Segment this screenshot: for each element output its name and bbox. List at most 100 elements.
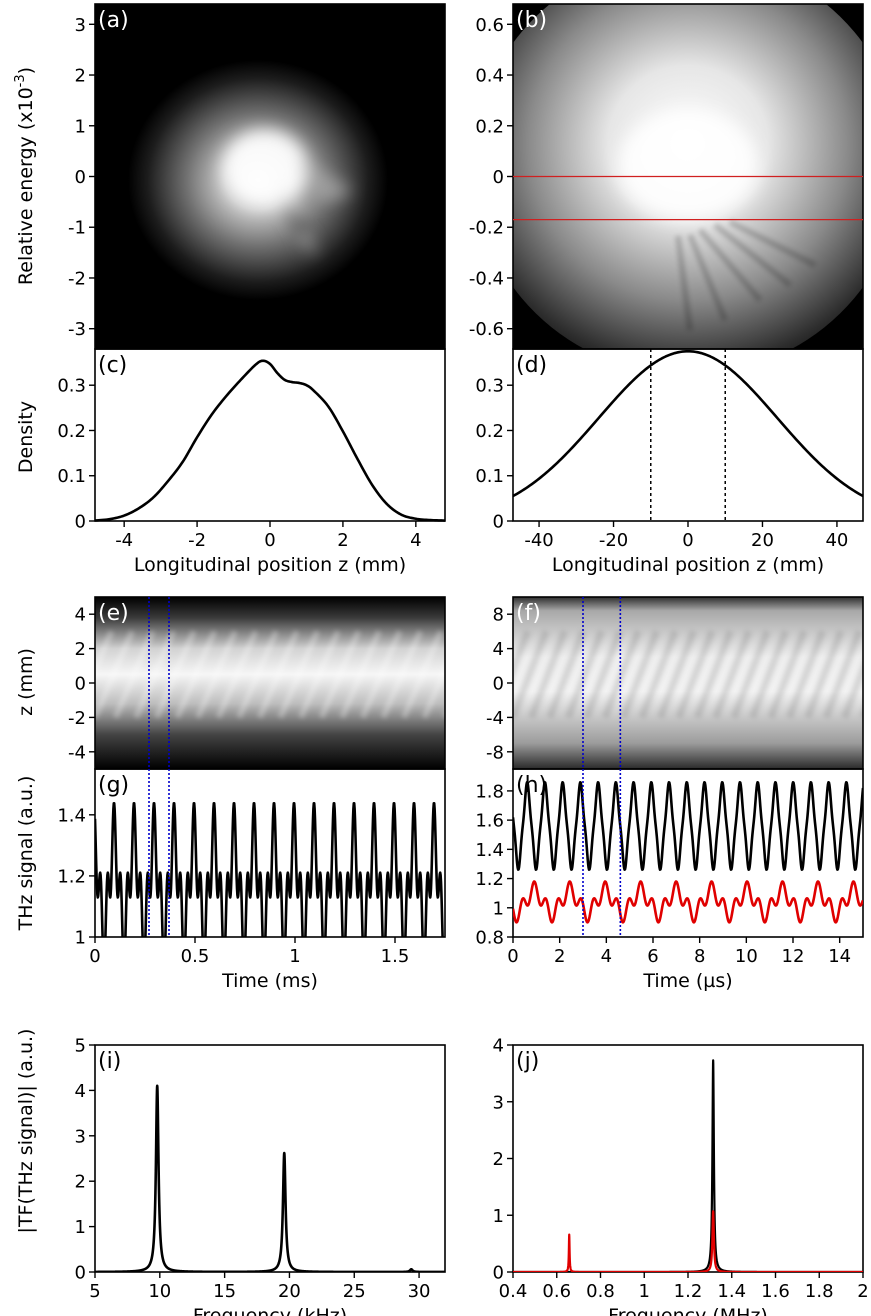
ytick-label-e: 4 — [75, 605, 86, 626]
y-axis-title-relative-energy: Relative energy (x10-3) — [13, 67, 37, 285]
panel-h-thz-signal-line-1 — [513, 781, 863, 871]
ytick-label-b: 0.2 — [475, 116, 504, 137]
ytick-label-i: 2 — [75, 1172, 86, 1193]
heatmap-f-stripe — [675, 630, 716, 719]
heatmap-e-stripe — [174, 630, 218, 719]
xtick-label-j: 1.8 — [805, 1281, 834, 1302]
panel-label-i: (i) — [98, 1049, 121, 1074]
panel-d-frame — [512, 348, 864, 522]
heatmap-f-stripe — [822, 630, 863, 719]
heatmap-f-stripe — [657, 630, 697, 719]
panel-h: 0.8 1 1.2 1.4 1.6 1.8 0 2 4 6 8 10 12 14 Time (µs) (h) — [475, 768, 864, 992]
xtick-label-j: 0.6 — [542, 1281, 571, 1302]
xtick-label-i: 20 — [278, 1281, 301, 1302]
heatmap-f-stripe — [786, 630, 826, 719]
x-axis-title-c: Longitudinal position z (mm) — [134, 554, 406, 576]
heatmap-f-stripe — [513, 630, 550, 719]
xtick-label-j: 1 — [639, 1281, 650, 1302]
panel-h-thz-signal-line-2 — [513, 880, 863, 924]
ytick-label-h: 1 — [493, 898, 504, 919]
ytick-label-c: 0 — [75, 512, 86, 533]
heatmap-e-stripe — [215, 630, 259, 719]
xtick-label-c: -4 — [115, 530, 133, 551]
ytick-label-j: 3 — [493, 1092, 504, 1113]
ytick-label-e: 0 — [75, 674, 86, 695]
heatmap-f-image — [513, 597, 863, 769]
heatmap-e-stripe — [33, 631, 70, 717]
ytick-label-a: 3 — [75, 15, 86, 36]
ytick-label-e: -4 — [68, 742, 86, 763]
heatmap-f-stripe — [528, 630, 568, 719]
heatmap-e-stripe — [442, 709, 445, 718]
xtick-label-j: 2 — [857, 1281, 868, 1302]
panel-i-frame — [94, 1044, 446, 1273]
panel-label-a: (a) — [98, 8, 129, 33]
xtick-label-h: 14 — [828, 946, 851, 967]
heatmap-a-image — [95, 4, 445, 349]
ytick-label-g: 1.4 — [57, 805, 86, 826]
xtick-label-i: 30 — [408, 1281, 431, 1302]
ytick-label-h: 1.4 — [475, 840, 504, 861]
panel-d-density-curve — [512, 349, 864, 498]
heatmap-f-stripe — [638, 630, 679, 719]
heatmap-f-stripe — [712, 630, 753, 719]
xtick-label-g: 0.5 — [181, 946, 210, 967]
ytick-label-f: 0 — [493, 674, 504, 695]
heatmap-f-stripe — [841, 659, 863, 719]
heatmap-f-stripe — [859, 707, 863, 718]
panel-label-b: (b) — [516, 8, 547, 33]
xtick-label-i: 5 — [89, 1281, 100, 1302]
y-axis-title-z: z (mm) — [15, 648, 37, 716]
panel-label-j: (j) — [516, 1049, 539, 1074]
heatmap-f-stripe — [749, 630, 789, 719]
heatmap-e-stripe — [95, 630, 115, 678]
xtick-label-h: 0 — [507, 946, 518, 967]
ytick-label-g: 1.2 — [57, 866, 86, 887]
xtick-label-h: 2 — [554, 946, 565, 967]
xtick-label-d: 40 — [825, 530, 848, 551]
ytick-label-j: 1 — [493, 1206, 504, 1227]
ytick-label-a: -3 — [68, 319, 86, 340]
xtick-label-g: 1 — [289, 946, 300, 967]
xtick-label-d: 20 — [751, 530, 774, 551]
ytick-label-d: 0.2 — [475, 421, 504, 442]
ytick-label-h: 1.2 — [475, 869, 504, 890]
ytick-label-b: 0 — [493, 167, 504, 188]
xtick-label-h: 10 — [735, 946, 758, 967]
xtick-label-d: -40 — [524, 530, 553, 551]
ytick-label-i: 1 — [75, 1217, 86, 1238]
ytick-label-c: 0.2 — [57, 421, 86, 442]
ytick-label-e: 2 — [75, 639, 86, 660]
heatmap-f-stripe — [601, 630, 642, 719]
heatmap-e-stripe — [195, 630, 238, 719]
xtick-label-d: 0 — [682, 530, 693, 551]
xtick-label-i: 25 — [343, 1281, 366, 1302]
panel-f: -8 -4 0 4 8 (f) — [486, 596, 864, 770]
xtick-label-i: 10 — [148, 1281, 171, 1302]
ytick-label-c: 0.1 — [57, 466, 86, 487]
heatmap-e-stripe — [154, 630, 197, 719]
panel-j: 0 1 2 3 4 0.4 0.6 0.8 1 1.2 1.4 1.6 1.8 2 Frequency (M… — [493, 1036, 869, 1316]
y-axis-title-relative-energy-main: Relative energy (x10 — [15, 87, 37, 285]
heatmap-e-stripe — [380, 630, 424, 719]
xtick-label-c: 4 — [410, 530, 421, 551]
heatmap-e-stripe — [401, 630, 444, 719]
panel-c-frame — [94, 348, 446, 522]
ytick-label-c: 0.3 — [57, 376, 86, 397]
panel-j-frame — [512, 1044, 864, 1273]
panel-label-g: (g) — [98, 773, 129, 798]
panel-a: -3 -2 -1 0 1 2 3 (a) — [68, 3, 446, 350]
panel-g-thz-signal-line — [95, 801, 444, 937]
xtick-label-j: 1.6 — [761, 1281, 790, 1302]
panel-h-frame — [512, 768, 864, 938]
panel-c-density-curve — [94, 359, 446, 522]
heatmap-e-stripe — [256, 630, 300, 719]
heatmap-f-stripe — [730, 630, 771, 719]
heatmap-e-stripe — [95, 630, 135, 719]
heatmap-e-stripe — [318, 630, 362, 719]
ytick-label-a: -2 — [68, 268, 86, 289]
y-axis-title-density: Density — [15, 401, 37, 473]
ytick-label-e: -2 — [68, 708, 86, 729]
ytick-label-j: 2 — [493, 1149, 504, 1170]
y-axis-title-thz-signal: THz signal (a.u.) — [15, 776, 37, 932]
